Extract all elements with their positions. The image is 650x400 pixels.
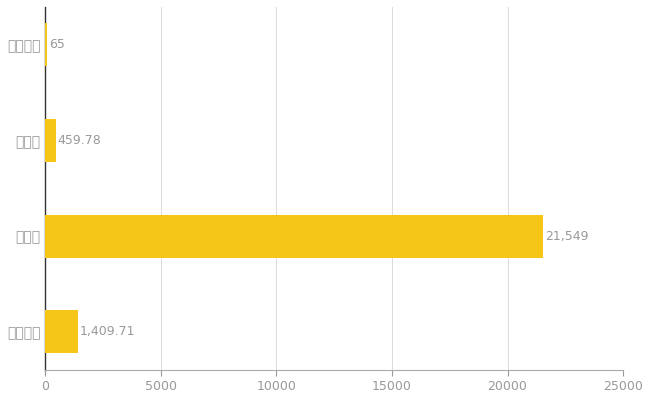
Bar: [46, 310, 78, 353]
Text: 459.78: 459.78: [58, 134, 101, 147]
Text: 65: 65: [49, 38, 64, 52]
Text: 1,409.71: 1,409.71: [80, 325, 135, 338]
Bar: [46, 119, 56, 162]
Bar: [46, 214, 543, 258]
Text: 21,549: 21,549: [545, 230, 589, 242]
Bar: [46, 24, 47, 66]
